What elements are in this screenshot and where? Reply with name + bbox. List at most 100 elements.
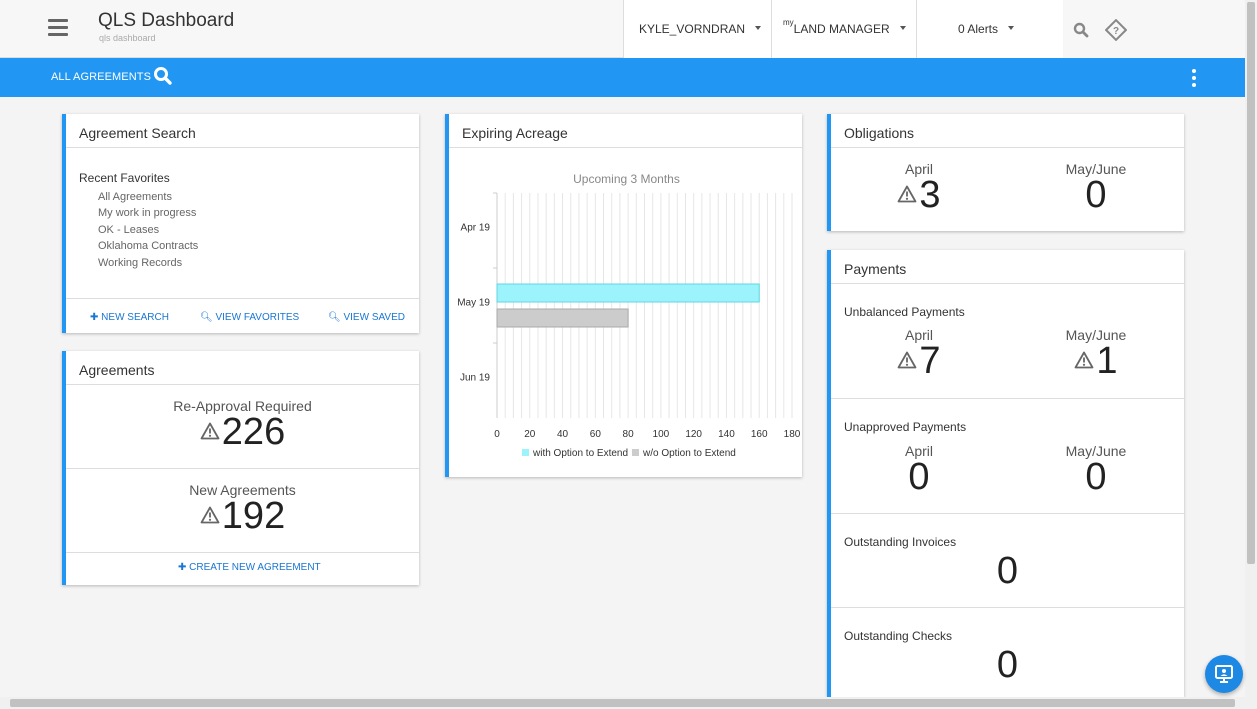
search-icon[interactable] (153, 66, 173, 86)
payments-card: Payments Unbalanced Payments April 7 May… (827, 250, 1184, 697)
divider (831, 607, 1184, 608)
view-saved-button[interactable]: 🔍︎ VIEW SAVED (328, 312, 405, 323)
chevron-down-icon (900, 26, 906, 30)
x-tick-label: 100 (653, 429, 670, 440)
agreements-actions: ✚ CREATE NEW AGREEMENT (66, 552, 419, 585)
unbalanced-april[interactable]: 7 (849, 342, 989, 380)
page-subtitle: qls dashboard (99, 33, 156, 43)
checks-heading: Outstanding Checks (844, 629, 953, 643)
x-tick-label: 140 (718, 429, 735, 440)
legend-label: with Option to Extend (532, 448, 628, 459)
x-tick-label: 0 (494, 429, 500, 440)
x-tick-label: 160 (751, 429, 768, 440)
header-icons: ? (1063, 0, 1245, 58)
warning-icon (200, 506, 220, 524)
bar (496, 283, 760, 303)
mayjune-obligations[interactable]: 0 (1085, 174, 1107, 216)
agreement-search-card: Agreement Search Recent Favorites All Ag… (62, 114, 419, 333)
y-tick-label: Apr 19 (461, 223, 491, 234)
favorite-item[interactable]: My work in progress (98, 207, 197, 220)
user-menu[interactable]: KYLE_VORNDRAN (623, 0, 771, 58)
view-favorites-button[interactable]: 🔍︎ VIEW FAVORITES (200, 312, 299, 323)
menu-icon[interactable] (48, 19, 68, 37)
recent-favorites-heading: Recent Favorites (79, 171, 170, 185)
favorite-item[interactable]: Working Records (98, 256, 183, 269)
x-tick-label: 40 (557, 429, 569, 440)
search-actions: ✚ NEW SEARCH 🔍︎ VIEW FAVORITES 🔍︎ VIEW S… (66, 298, 419, 333)
divider (831, 513, 1184, 514)
favorite-item[interactable]: OK - Leases (98, 223, 160, 236)
mayjune-label: May/June (1065, 327, 1127, 343)
new-agreements-label: New Agreements (189, 482, 296, 498)
unbalanced-heading: Unbalanced Payments (844, 305, 965, 319)
support-chat-button[interactable] (1205, 655, 1243, 693)
app-label: myLAND MANAGER (783, 18, 890, 36)
help-diamond-icon[interactable]: ? (1105, 19, 1127, 41)
view-saved-label: VIEW SAVED (343, 312, 405, 323)
favorite-item[interactable]: Oklahoma Contracts (98, 240, 199, 253)
view-favorites-label: VIEW FAVORITES (215, 312, 300, 323)
mayjune-label: May/June (1065, 161, 1127, 177)
agreements-toolbar: ALL AGREEMENTS (0, 58, 1245, 97)
divider (66, 468, 419, 469)
card-title: Agreement Search (66, 114, 419, 148)
new-agreements-value[interactable]: 192 (66, 497, 419, 535)
plus-icon: ✚ (90, 312, 102, 323)
more-options-icon[interactable] (1192, 69, 1198, 87)
invoices-heading: Outstanding Invoices (844, 535, 957, 549)
svg-text:?: ? (1113, 26, 1119, 37)
card-title: Agreements (66, 351, 419, 385)
y-tick-label: May 19 (457, 298, 490, 309)
top-header: QLS Dashboard qls dashboard KYLE_VORNDRA… (0, 0, 1245, 58)
april-label: April (904, 443, 933, 459)
create-agreement-button[interactable]: ✚ CREATE NEW AGREEMENT (178, 562, 321, 573)
april-obligations[interactable]: 3 (849, 176, 989, 214)
y-tick-label: Jun 19 (460, 373, 490, 384)
expiring-acreage-chart: Upcoming 3 Months 0 20 40 60 80 100 120 140 160 18… (457, 172, 801, 459)
warning-icon (898, 351, 917, 369)
x-tick-label: 120 (685, 429, 702, 440)
legend-swatch (522, 449, 529, 456)
card-title: Expiring Acreage (449, 114, 802, 148)
alerts-menu[interactable]: 0 Alerts (916, 0, 1063, 58)
app-switcher[interactable]: myLAND MANAGER (771, 0, 916, 58)
expiring-acreage-card: Expiring Acreage Upcoming 3 Months 0 20 40 6… (445, 114, 802, 477)
unapproved-april[interactable]: 0 (908, 456, 930, 498)
x-tick-label: 20 (524, 429, 536, 440)
card-title: Obligations (831, 114, 1184, 148)
legend-label: w/o Option to Extend (642, 448, 736, 459)
obligations-card: Obligations April 3 May/June 0 (827, 114, 1184, 231)
search-icon: 🔍︎ (328, 312, 344, 323)
reapproval-value[interactable]: 226 (66, 413, 419, 451)
bar (496, 308, 629, 328)
monitor-icon (1215, 665, 1233, 683)
mayjune-label: May/June (1065, 443, 1127, 459)
unbalanced-mayjune-count: 1 (1096, 340, 1118, 382)
chevron-down-icon (755, 26, 761, 30)
chevron-down-icon (1008, 26, 1014, 30)
page-title: QLS Dashboard (98, 10, 235, 31)
scrollbar-thumb[interactable] (1247, 2, 1255, 564)
scrollbar-thumb[interactable] (10, 699, 1235, 707)
card-title: Payments (831, 250, 1184, 284)
new-search-button[interactable]: ✚ NEW SEARCH (90, 312, 169, 323)
unbalanced-mayjune[interactable]: 1 (1026, 342, 1166, 380)
vertical-scrollbar[interactable] (1245, 0, 1257, 697)
reapproval-count: 226 (221, 411, 286, 453)
search-icon[interactable] (1073, 22, 1089, 38)
app-name: LAND MANAGER (793, 22, 890, 36)
divider (831, 398, 1184, 399)
unapproved-mayjune[interactable]: 0 (1085, 456, 1107, 498)
favorite-item[interactable]: All Agreements (98, 191, 172, 203)
plus-icon: ✚ (178, 562, 190, 573)
x-tick-label: 80 (623, 429, 635, 440)
horizontal-scrollbar[interactable] (0, 697, 1257, 709)
outstanding-checks-value[interactable]: 0 (996, 644, 1019, 686)
april-label: April (904, 327, 933, 343)
all-agreements-link[interactable]: ALL AGREEMENTS (51, 71, 152, 83)
agreements-card: Agreements Re-Approval Required 226 New … (62, 351, 419, 585)
chart-title: Upcoming 3 Months (573, 172, 680, 186)
outstanding-invoices-value[interactable]: 0 (996, 550, 1019, 592)
april-label: April (904, 161, 933, 177)
x-tick-label: 60 (590, 429, 602, 440)
